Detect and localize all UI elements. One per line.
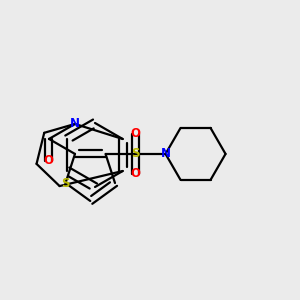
Text: O: O xyxy=(43,154,53,167)
Text: N: N xyxy=(160,147,170,161)
Text: N: N xyxy=(70,117,80,130)
Text: O: O xyxy=(130,167,140,180)
Text: O: O xyxy=(130,128,140,140)
Text: S: S xyxy=(61,176,70,190)
Text: S: S xyxy=(131,147,140,161)
